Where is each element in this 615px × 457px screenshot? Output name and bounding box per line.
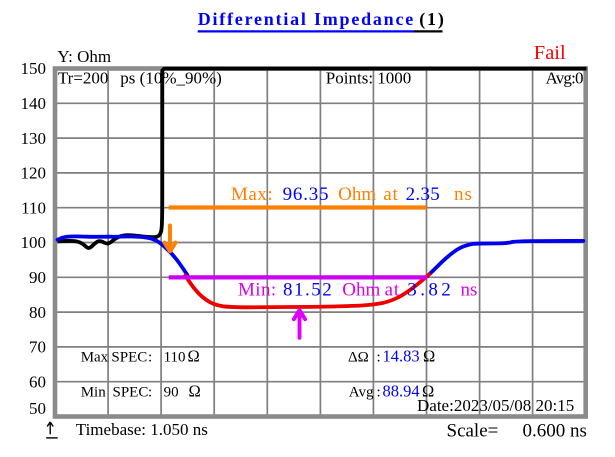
- svg-text:Avg: Avg: [349, 385, 374, 401]
- svg-text:88.94: 88.94: [383, 382, 420, 401]
- svg-text::: :: [377, 350, 381, 366]
- svg-text::: :: [148, 385, 152, 401]
- svg-text:Ω: Ω: [422, 382, 434, 401]
- svg-text:150: 150: [21, 59, 47, 78]
- svg-text:90: 90: [29, 268, 46, 287]
- svg-text:96.35: 96.35: [283, 184, 330, 205]
- svg-text:3.82: 3.82: [407, 280, 454, 301]
- svg-text:Points: 1000: Points: 1000: [326, 68, 412, 87]
- svg-text:90: 90: [164, 385, 179, 401]
- svg-text:ps (10%_90%): ps (10%_90%): [120, 68, 222, 87]
- svg-text:Y: Ohm: Y: Ohm: [57, 47, 111, 66]
- svg-text::: :: [148, 350, 152, 366]
- svg-text:Min:: Min:: [238, 280, 277, 301]
- svg-text:80: 80: [29, 303, 46, 322]
- svg-text:ΔΩ: ΔΩ: [348, 350, 369, 366]
- svg-text:50: 50: [29, 399, 46, 418]
- svg-text:Scale=: Scale=: [447, 420, 499, 441]
- svg-text:SPEC: SPEC: [113, 385, 149, 401]
- svg-text:2.35: 2.35: [406, 184, 440, 205]
- svg-text:120: 120: [21, 164, 47, 183]
- svg-text:at: at: [385, 280, 400, 301]
- svg-text:0.600 ns: 0.600 ns: [523, 420, 587, 441]
- svg-text:Fail: Fail: [534, 42, 566, 64]
- svg-text:14.83: 14.83: [383, 347, 420, 366]
- svg-text:140: 140: [21, 94, 47, 113]
- svg-text:100: 100: [21, 233, 47, 252]
- svg-text:Ohm: Ohm: [342, 280, 380, 301]
- svg-text:Ohm: Ohm: [338, 184, 376, 205]
- svg-text:at: at: [383, 184, 398, 205]
- svg-text:Min: Min: [81, 385, 107, 401]
- svg-text:81.52: 81.52: [283, 280, 333, 301]
- svg-text:Max:: Max:: [231, 184, 273, 205]
- svg-text:Timebase: 1.050 ns: Timebase: 1.050 ns: [76, 420, 208, 439]
- svg-text:Differential Impedance (1): Differential Impedance (1): [198, 9, 446, 30]
- svg-text:SPEC: SPEC: [111, 350, 147, 366]
- svg-text:110: 110: [21, 198, 46, 217]
- svg-text:60: 60: [29, 372, 46, 391]
- svg-text:Date:2023/05/08 20:15: Date:2023/05/08 20:15: [417, 396, 574, 415]
- svg-text:70: 70: [29, 338, 46, 357]
- svg-text:130: 130: [21, 129, 47, 148]
- svg-text:Max: Max: [81, 350, 109, 366]
- svg-text:Ω: Ω: [188, 347, 200, 366]
- svg-text:Ω: Ω: [189, 382, 201, 401]
- svg-text:ns: ns: [461, 280, 478, 301]
- svg-text:ns: ns: [454, 184, 473, 205]
- svg-text:Avg:0: Avg:0: [546, 68, 584, 87]
- svg-text:Tr=200: Tr=200: [58, 68, 109, 87]
- svg-text::: :: [377, 385, 381, 401]
- svg-text:110: 110: [164, 350, 186, 366]
- svg-text:Ω: Ω: [423, 347, 435, 366]
